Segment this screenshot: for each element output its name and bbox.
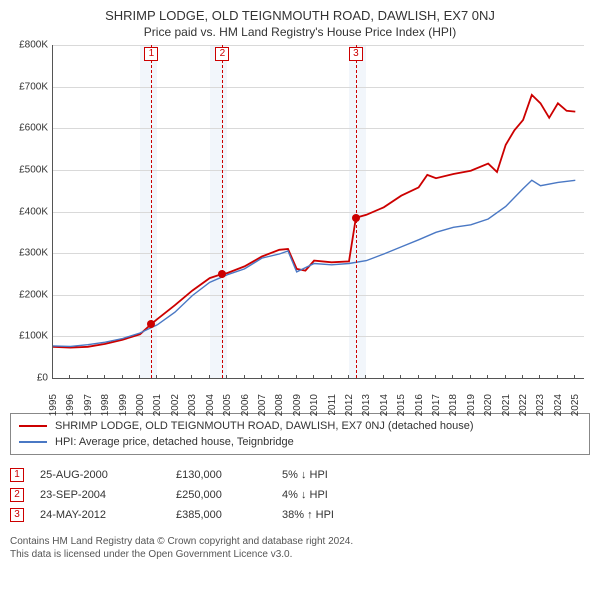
event-date: 24-MAY-2012	[40, 509, 160, 521]
event-marker-icon: 2	[215, 47, 229, 61]
event-row: 2 23-SEP-2004 £250,000 4% ↓ HPI	[10, 485, 590, 505]
y-tick-label: £600K	[19, 123, 48, 134]
x-tick-label: 2018	[448, 394, 459, 416]
x-tick-label: 2014	[379, 394, 390, 416]
footer-line2: This data is licensed under the Open Gov…	[10, 548, 590, 561]
x-tick-label: 2003	[187, 394, 198, 416]
footer-line1: Contains HM Land Registry data © Crown c…	[10, 535, 590, 548]
event-date: 25-AUG-2000	[40, 469, 160, 481]
page-title: SHRIMP LODGE, OLD TEIGNMOUTH ROAD, DAWLI…	[10, 8, 590, 23]
x-tick-label: 2016	[414, 394, 425, 416]
x-tick-label: 1997	[83, 394, 94, 416]
series-price_paid	[53, 95, 575, 348]
x-tick-label: 2004	[205, 394, 216, 416]
event-marker-icon: 1	[10, 468, 24, 482]
chart-container: SHRIMP LODGE, OLD TEIGNMOUTH ROAD, DAWLI…	[0, 0, 600, 590]
footer: Contains HM Land Registry data © Crown c…	[10, 535, 590, 561]
plot-area: 1 2 3	[52, 45, 584, 379]
x-tick-label: 2020	[483, 394, 494, 416]
x-tick-label: 2024	[553, 394, 564, 416]
event-row: 3 24-MAY-2012 £385,000 38% ↑ HPI	[10, 505, 590, 525]
event-point	[218, 270, 226, 278]
y-tick-label: £0	[37, 373, 48, 384]
y-tick-label: £700K	[19, 81, 48, 92]
x-tick-label: 2017	[431, 394, 442, 416]
x-tick-label: 2025	[570, 394, 581, 416]
event-diff: 4% ↓ HPI	[282, 489, 372, 501]
x-tick-label: 2000	[135, 394, 146, 416]
y-tick-label: £500K	[19, 164, 48, 175]
legend-row-hpi: HPI: Average price, detached house, Teig…	[19, 434, 581, 450]
x-tick-label: 2011	[327, 394, 338, 416]
x-tick-label: 2021	[501, 394, 512, 416]
y-tick-label: £800K	[19, 40, 48, 51]
event-row: 1 25-AUG-2000 £130,000 5% ↓ HPI	[10, 465, 590, 485]
series-hpi	[53, 180, 575, 346]
x-tick-label: 2005	[222, 394, 233, 416]
x-tick-label: 2012	[344, 394, 355, 416]
event-point	[147, 320, 155, 328]
x-tick-label: 2019	[466, 394, 477, 416]
x-tick-label: 2023	[535, 394, 546, 416]
title-block: SHRIMP LODGE, OLD TEIGNMOUTH ROAD, DAWLI…	[10, 8, 590, 39]
events-table: 1 25-AUG-2000 £130,000 5% ↓ HPI 2 23-SEP…	[10, 465, 590, 525]
event-diff: 38% ↑ HPI	[282, 509, 372, 521]
page-subtitle: Price paid vs. HM Land Registry's House …	[10, 25, 590, 39]
legend-label-price: SHRIMP LODGE, OLD TEIGNMOUTH ROAD, DAWLI…	[55, 420, 474, 432]
x-tick-label: 1998	[100, 394, 111, 416]
event-date: 23-SEP-2004	[40, 489, 160, 501]
chart-area: £0£100K£200K£300K£400K£500K£600K£700K£80…	[10, 45, 590, 405]
x-tick-label: 2010	[309, 394, 320, 416]
event-marker-icon: 3	[349, 47, 363, 61]
x-tick-label: 2015	[396, 394, 407, 416]
event-marker-icon: 3	[10, 508, 24, 522]
x-tick-label: 2009	[292, 394, 303, 416]
x-tick-label: 2001	[152, 394, 163, 416]
x-tick-label: 2007	[257, 394, 268, 416]
event-price: £130,000	[176, 469, 266, 481]
x-tick-label: 1995	[48, 394, 59, 416]
x-tick-label: 2006	[240, 394, 251, 416]
legend: SHRIMP LODGE, OLD TEIGNMOUTH ROAD, DAWLI…	[10, 413, 590, 455]
x-tick-label: 2008	[274, 394, 285, 416]
y-tick-label: £400K	[19, 206, 48, 217]
legend-label-hpi: HPI: Average price, detached house, Teig…	[55, 436, 294, 448]
legend-swatch-price	[19, 425, 47, 427]
y-axis: £0£100K£200K£300K£400K£500K£600K£700K£80…	[10, 45, 52, 379]
x-axis: 1995199619971998199920002001200220032004…	[52, 379, 584, 405]
chart-lines	[53, 45, 584, 378]
event-point	[352, 214, 360, 222]
x-tick-label: 2002	[170, 394, 181, 416]
x-tick-label: 1999	[118, 394, 129, 416]
event-diff: 5% ↓ HPI	[282, 469, 372, 481]
event-price: £250,000	[176, 489, 266, 501]
y-tick-label: £300K	[19, 248, 48, 259]
x-tick-label: 1996	[65, 394, 76, 416]
event-marker-icon: 2	[10, 488, 24, 502]
event-price: £385,000	[176, 509, 266, 521]
legend-row-price: SHRIMP LODGE, OLD TEIGNMOUTH ROAD, DAWLI…	[19, 418, 581, 434]
y-tick-label: £200K	[19, 289, 48, 300]
event-marker-icon: 1	[144, 47, 158, 61]
legend-swatch-hpi	[19, 441, 47, 443]
x-tick-label: 2013	[361, 394, 372, 416]
y-tick-label: £100K	[19, 331, 48, 342]
x-tick-label: 2022	[518, 394, 529, 416]
